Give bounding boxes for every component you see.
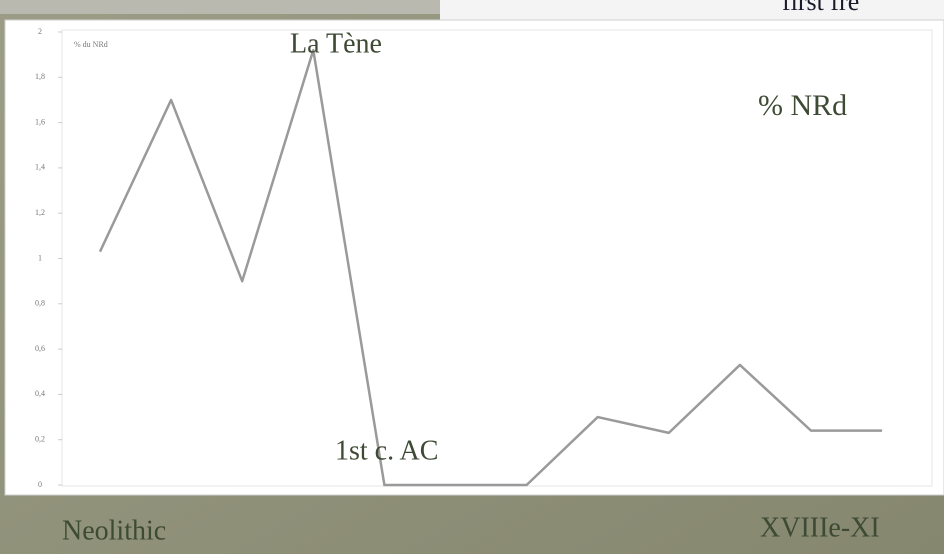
annotation: % NRd: [758, 89, 847, 122]
y-tick-label: 0,4: [35, 389, 45, 398]
y-tick-label: 2: [38, 27, 42, 36]
top-strip: [0, 0, 440, 14]
y-tick-label: 1: [38, 253, 42, 262]
annotation: Neolithic: [62, 515, 166, 546]
y-tick-label: 1,2: [35, 208, 45, 217]
y-tick-label: 0,8: [35, 299, 45, 308]
y-tick-label: 0,6: [35, 344, 45, 353]
y-tick-label: 1,4: [35, 163, 45, 172]
y-tick-label: 0,2: [35, 435, 45, 444]
y-tick-label: 1,6: [35, 117, 45, 126]
annotation: La Tène: [290, 28, 382, 59]
chart-panel: [4, 19, 944, 496]
y-tick-label: 0: [38, 480, 42, 489]
annotation: 1st c. AC: [335, 435, 438, 466]
heading: first fre: [782, 0, 859, 16]
annotation: XVIIIe-XI: [760, 512, 880, 543]
y-axis-label: % du NRd: [74, 40, 108, 49]
y-tick-label: 1,8: [35, 72, 45, 81]
top-panel: [440, 0, 944, 20]
chart: 0 0,2 0,4 0,6 0,8 1 1,2 1,4 1,6 1,8 2: [35, 27, 883, 489]
data-line: [98, 48, 883, 487]
